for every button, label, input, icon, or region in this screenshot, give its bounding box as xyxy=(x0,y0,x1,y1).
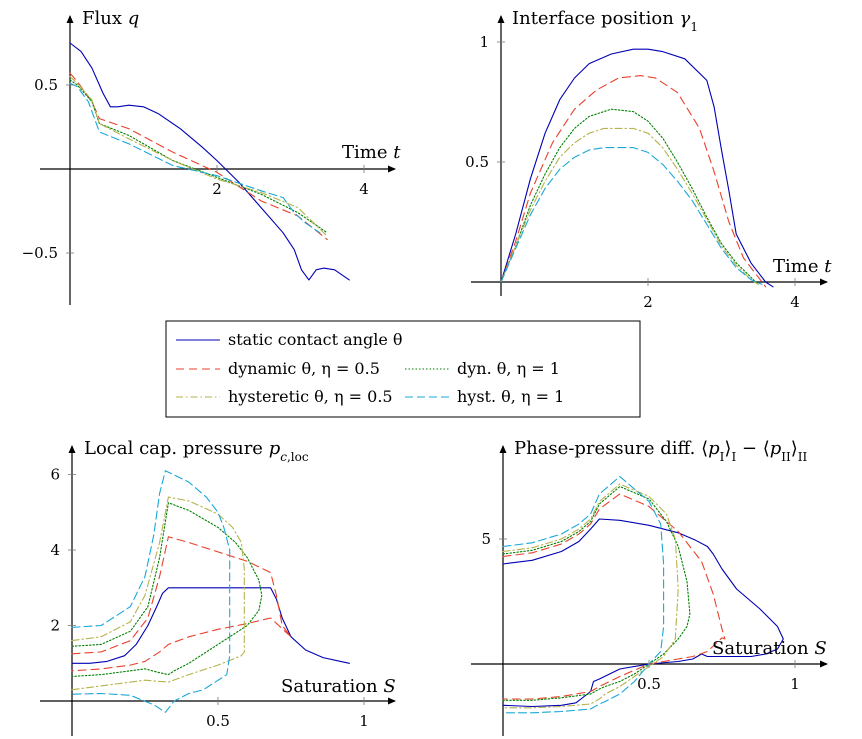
x-tick-label: 1 xyxy=(359,712,369,730)
series-line-static xyxy=(500,48,774,288)
legend-box xyxy=(165,320,641,418)
y-tick-label: 6 xyxy=(50,466,60,484)
series-line-dyn05 xyxy=(500,75,767,288)
y-tick-label: 2 xyxy=(50,617,60,635)
series-line-dyn1 xyxy=(502,485,691,701)
x-tick-label: 1 xyxy=(790,675,800,693)
series-line-static xyxy=(502,518,784,708)
y-tick-label: 4 xyxy=(50,541,60,559)
series-line-hyst05 xyxy=(500,127,759,285)
flux-xlabel: Time t xyxy=(342,142,401,163)
series-line-hyst1 xyxy=(502,475,665,714)
series-line-dyn1 xyxy=(69,79,328,234)
series-line-static xyxy=(69,42,350,281)
x-tick-label: 2 xyxy=(212,180,222,198)
flux-ylabel: Flux q xyxy=(82,8,139,29)
series-line-static xyxy=(71,587,350,664)
series-line-hyst1 xyxy=(71,470,231,713)
y-tick-label: −0.5 xyxy=(22,244,58,262)
legend-label-hyst1: hyst. θ, η = 1 xyxy=(457,387,564,406)
panel-interface-position: 2 4 0.5 1 Interface position γ1 Time t xyxy=(465,8,832,311)
legend-label-dyn05: dynamic θ, η = 0.5 xyxy=(228,359,380,378)
panel-phase-pressure-diff: 0.5 1 5 Phase-pressure diff. ⟨pI⟩I − ⟨pII⟩… xyxy=(471,438,828,736)
panel-flux: 2 4 0.5 −0.5 Flux q Time t xyxy=(22,8,401,305)
interface-ylabel: Interface position γ1 xyxy=(512,8,698,34)
y-tick-label: 5 xyxy=(481,530,491,548)
x-tick-label: 4 xyxy=(359,180,369,198)
ppd-xlabel: Saturation S xyxy=(712,638,827,659)
legend-label-hyst05: hysteretic θ, η = 0.5 xyxy=(228,387,393,406)
y-tick-label: 0.5 xyxy=(34,76,58,94)
legend-label-static: static contact angle θ xyxy=(228,330,403,349)
legend-label-dyn1: dyn. θ, η = 1 xyxy=(457,359,560,378)
series-line-hyst1 xyxy=(69,82,321,234)
ppd-ylabel: Phase-pressure diff. ⟨pI⟩I − ⟨pII⟩II xyxy=(514,438,808,464)
y-tick-label: 0.5 xyxy=(465,153,489,171)
x-tick-label: 4 xyxy=(790,293,800,311)
y-tick-label: 1 xyxy=(479,33,489,51)
panel-local-cap-pressure: 0.5 1 2 4 6 Local cap. pressure pc,loc Satur… xyxy=(40,438,396,736)
series-line-dyn1 xyxy=(500,108,759,285)
series-line-hyst05 xyxy=(69,76,328,237)
series-line-dyn05 xyxy=(69,72,328,241)
series-line-hyst05 xyxy=(71,496,245,691)
series-line-dyn05 xyxy=(71,536,292,672)
pcloc-ylabel: Local cap. pressure pc,loc xyxy=(84,438,309,464)
x-tick-label: 0.5 xyxy=(206,712,230,730)
pcloc-xlabel: Saturation S xyxy=(281,676,396,697)
series-line-dyn05 xyxy=(502,493,726,700)
series-line-dyn1 xyxy=(71,502,263,678)
series-line-hyst05 xyxy=(502,483,679,709)
interface-xlabel: Time t xyxy=(773,256,832,277)
x-tick-label: 0.5 xyxy=(637,675,661,693)
x-tick-label: 2 xyxy=(643,293,653,311)
legend: static contact angle θ dynamic θ, η = 0.5… xyxy=(165,320,641,418)
series-line-hyst1 xyxy=(500,147,763,285)
